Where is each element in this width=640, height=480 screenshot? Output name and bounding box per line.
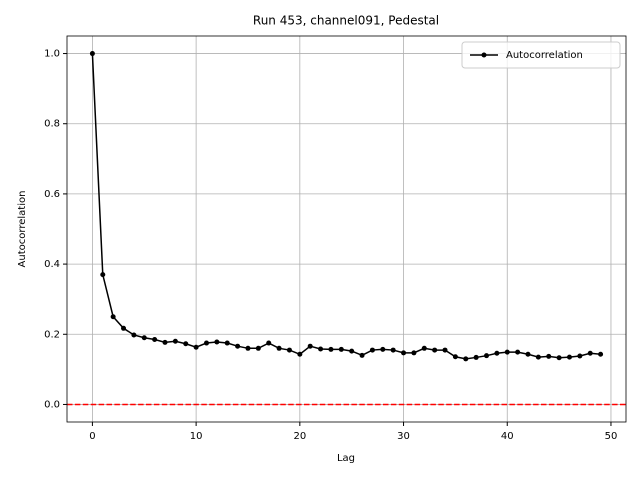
chart-title: Run 453, channel091, Pedestal xyxy=(253,14,439,28)
legend: Autocorrelation xyxy=(461,41,621,69)
data-point xyxy=(494,350,500,356)
data-point xyxy=(535,354,541,360)
data-point xyxy=(172,338,178,344)
x-tick-label: 10 xyxy=(190,431,203,442)
x-tick-label: 40 xyxy=(501,431,514,442)
data-point xyxy=(276,345,282,351)
data-point xyxy=(286,347,292,353)
data-point xyxy=(245,345,251,351)
data-point xyxy=(401,350,407,356)
data-point xyxy=(484,353,490,359)
data-point xyxy=(473,354,479,360)
data-point xyxy=(214,339,220,345)
y-tick-label: 0.2 xyxy=(44,329,60,340)
data-point xyxy=(546,353,552,359)
data-point xyxy=(452,354,458,360)
data-point xyxy=(411,350,417,356)
data-point xyxy=(224,340,230,346)
legend-marker xyxy=(481,52,487,58)
x-tick-label: 20 xyxy=(293,431,306,442)
data-point xyxy=(442,347,448,353)
data-point xyxy=(121,325,127,331)
data-point xyxy=(235,343,241,349)
data-point xyxy=(525,351,531,357)
data-point xyxy=(380,346,386,352)
data-point xyxy=(266,340,272,346)
x-tick-label: 0 xyxy=(89,431,95,442)
data-point xyxy=(390,347,396,353)
x-tick-label: 50 xyxy=(605,431,618,442)
data-point xyxy=(89,51,95,57)
y-tick-label: 0.0 xyxy=(44,399,60,410)
legend-box xyxy=(461,41,621,69)
data-point xyxy=(587,350,593,356)
data-point xyxy=(162,339,168,345)
data-point xyxy=(359,352,365,358)
data-point xyxy=(131,332,137,338)
x-tick-label: 30 xyxy=(397,431,410,442)
legend-label: Autocorrelation xyxy=(506,50,583,61)
data-point xyxy=(369,347,375,353)
y-tick-label: 0.6 xyxy=(44,189,60,200)
plot-frame xyxy=(66,35,627,423)
data-point xyxy=(152,337,158,343)
data-point xyxy=(328,346,334,352)
data-point xyxy=(307,343,313,349)
data-point xyxy=(577,353,583,359)
data-line xyxy=(91,53,601,360)
data-point xyxy=(598,351,604,357)
data-point xyxy=(338,346,344,352)
data-point xyxy=(566,354,572,360)
data-point xyxy=(297,351,303,357)
y-tick-label: 0.4 xyxy=(44,259,60,270)
data-point xyxy=(432,347,438,353)
y-tick-label: 0.8 xyxy=(44,119,60,130)
data-point xyxy=(141,335,147,341)
data-point xyxy=(100,272,106,278)
x-axis-label: Lag xyxy=(337,453,355,464)
data-point xyxy=(504,349,510,355)
data-point xyxy=(203,340,209,346)
data-point xyxy=(255,345,261,351)
data-point xyxy=(183,341,189,347)
data-point xyxy=(349,348,355,354)
data-point xyxy=(110,314,116,320)
y-tick-label: 1.0 xyxy=(44,49,60,60)
data-point xyxy=(193,344,199,350)
y-axis-label: Autocorrelation xyxy=(17,191,28,268)
data-point xyxy=(463,356,469,362)
data-point xyxy=(515,349,521,355)
data-point xyxy=(318,346,324,352)
data-point xyxy=(421,345,427,351)
data-point xyxy=(556,355,562,361)
